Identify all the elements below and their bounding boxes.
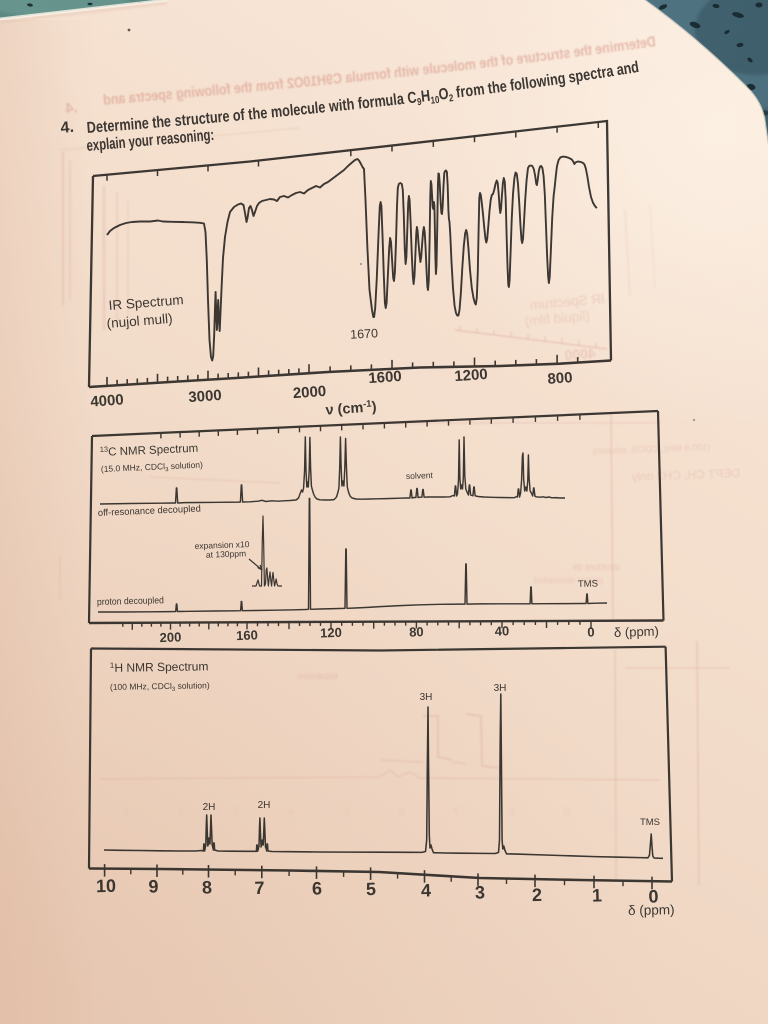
svg-text:4.: 4. bbox=[60, 119, 75, 137]
svg-text:off-resonance decoupled: off-resonance decoupled bbox=[98, 504, 201, 519]
svg-text:1: 1 bbox=[123, 805, 130, 819]
svg-text:at 130ppm: at 130ppm bbox=[206, 548, 246, 559]
svg-text:(100.6 MHz, CDCl3, solution): (100.6 MHz, CDCl3, solution) bbox=[593, 442, 710, 456]
svg-text:2: 2 bbox=[178, 805, 185, 819]
svg-text:5: 5 bbox=[343, 805, 350, 819]
svg-text:(100 MHz, CDCl3 solution): (100 MHz, CDCl3 solution) bbox=[110, 680, 210, 693]
svg-text:4000: 4000 bbox=[564, 345, 596, 363]
svg-text:proton decoupled: proton decoupled bbox=[533, 575, 603, 585]
svg-text:TMS: TMS bbox=[640, 817, 660, 828]
svg-text:1: 1 bbox=[592, 885, 603, 905]
svg-text:DEPT CH, CH3 only: DEPT CH, CH3 only bbox=[631, 466, 740, 484]
svg-text:6: 6 bbox=[398, 805, 405, 819]
svg-text:3000: 3000 bbox=[188, 387, 222, 406]
svg-text:δ (ppm): δ (ppm) bbox=[628, 902, 675, 918]
svg-text:structure de: structure de bbox=[572, 562, 620, 572]
svg-text:0: 0 bbox=[587, 624, 595, 639]
svg-text:3H: 3H bbox=[420, 692, 433, 703]
svg-text:4000: 4000 bbox=[90, 391, 124, 410]
svg-text:expansion x10: expansion x10 bbox=[194, 539, 249, 551]
svg-text:160: 160 bbox=[236, 627, 258, 643]
svg-text:8: 8 bbox=[202, 877, 213, 897]
svg-text:1H NMR Spectrum: 1H NMR Spectrum bbox=[110, 659, 209, 675]
svg-text:6: 6 bbox=[312, 878, 323, 898]
svg-text:2H: 2H bbox=[258, 800, 271, 811]
svg-text:5: 5 bbox=[366, 879, 377, 899]
svg-text:80: 80 bbox=[409, 624, 424, 639]
svg-text:3: 3 bbox=[233, 805, 240, 819]
svg-text:(nujol mull): (nujol mull) bbox=[106, 311, 173, 331]
svg-text:1670: 1670 bbox=[350, 326, 379, 341]
svg-text:2H: 2H bbox=[203, 802, 216, 813]
svg-text:1200: 1200 bbox=[454, 366, 488, 385]
svg-text:200: 200 bbox=[159, 629, 181, 645]
svg-text:proton decoupled: proton decoupled bbox=[97, 595, 164, 608]
svg-text:7: 7 bbox=[254, 878, 265, 898]
svg-text:expansion: expansion bbox=[297, 671, 338, 681]
svg-text:9: 9 bbox=[148, 876, 159, 896]
svg-text:800: 800 bbox=[547, 369, 573, 388]
svg-text:7: 7 bbox=[453, 805, 460, 819]
svg-text:8: 8 bbox=[508, 805, 515, 819]
svg-text:4: 4 bbox=[421, 880, 432, 900]
svg-text:δ (ppm): δ (ppm) bbox=[614, 623, 659, 640]
svg-text:TMS: TMS bbox=[578, 578, 598, 590]
svg-text:2000: 2000 bbox=[292, 383, 326, 402]
svg-text:3: 3 bbox=[475, 882, 486, 902]
svg-text:IR Spectrum: IR Spectrum bbox=[108, 292, 184, 313]
svg-text:9: 9 bbox=[563, 805, 570, 819]
svg-text:3H: 3H bbox=[494, 683, 507, 694]
svg-text:4: 4 bbox=[288, 805, 295, 819]
svg-text:2: 2 bbox=[532, 885, 543, 905]
svg-text:40: 40 bbox=[495, 623, 510, 638]
svg-text:solvent: solvent bbox=[406, 470, 434, 481]
svg-text:13C NMR Spectrum: 13C NMR Spectrum bbox=[100, 441, 199, 459]
svg-text:1600: 1600 bbox=[368, 368, 402, 387]
svg-text:0: 0 bbox=[648, 886, 659, 906]
svg-text:.4: .4 bbox=[65, 100, 79, 117]
svg-text:120: 120 bbox=[320, 625, 342, 641]
svg-text:10: 10 bbox=[96, 876, 117, 897]
svg-text:(liquid film): (liquid film) bbox=[524, 308, 590, 329]
svg-text:IR Spectrum: IR Spectrum bbox=[529, 291, 605, 312]
